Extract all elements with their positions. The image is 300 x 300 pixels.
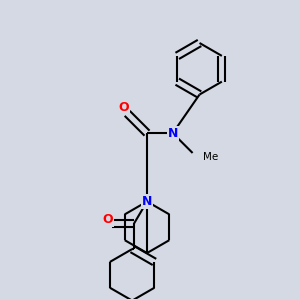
Text: O: O (118, 101, 129, 114)
Text: N: N (168, 127, 178, 140)
Text: O: O (102, 213, 113, 226)
Text: Me: Me (202, 152, 218, 162)
Text: N: N (142, 195, 152, 208)
